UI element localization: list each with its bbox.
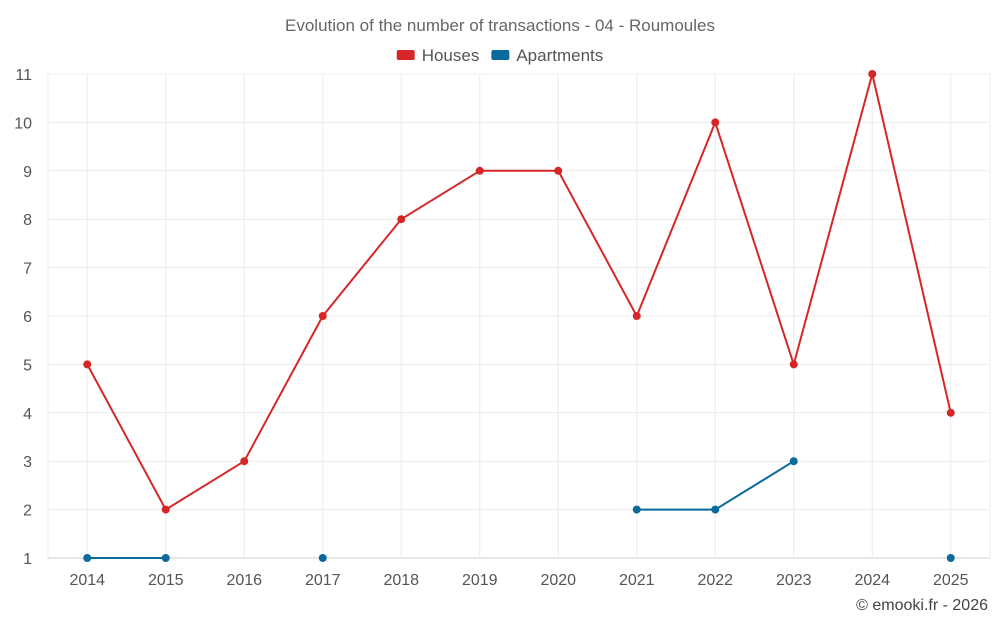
data-point[interactable] [946, 408, 955, 417]
x-tick-label: 2022 [697, 572, 733, 589]
y-tick-label: 10 [14, 115, 32, 132]
x-tick-label: 2024 [854, 572, 890, 589]
data-point[interactable] [397, 215, 406, 224]
series-apartments [83, 457, 955, 562]
y-tick-label: 11 [15, 67, 32, 84]
series-layer [83, 70, 955, 562]
data-point[interactable] [240, 457, 249, 466]
data-point[interactable] [554, 166, 563, 175]
x-tick-label: 2023 [776, 572, 812, 589]
x-tick-label: 2015 [148, 572, 184, 589]
x-tick-label: 2020 [540, 572, 576, 589]
legend: Houses Apartments [396, 46, 603, 65]
data-point[interactable] [318, 312, 327, 320]
x-tick-label: 2025 [933, 572, 969, 589]
data-point[interactable] [161, 505, 170, 514]
grid-lines [47, 73, 991, 559]
legend-swatch [491, 50, 510, 60]
y-tick-label: 8 [23, 212, 32, 229]
data-point[interactable] [789, 457, 798, 466]
data-point[interactable] [632, 312, 641, 320]
y-axis: 1 2 3 4 5 6 7 8 9 10 11 [14, 67, 32, 568]
legend-item-apartments[interactable]: Apartments [491, 46, 603, 65]
data-point[interactable] [711, 505, 720, 514]
legend-label: Apartments [516, 46, 603, 65]
data-point[interactable] [789, 360, 798, 369]
y-tick-label: 9 [23, 164, 32, 181]
x-tick-label: 2021 [619, 572, 655, 589]
data-point[interactable] [161, 554, 170, 562]
legend-item-houses[interactable]: Houses [396, 46, 480, 65]
data-point[interactable] [946, 554, 955, 562]
data-point[interactable] [83, 554, 92, 562]
y-tick-label: 6 [23, 309, 32, 326]
data-point[interactable] [475, 166, 484, 175]
y-tick-label: 4 [23, 406, 32, 423]
y-tick-label: 2 [23, 503, 32, 520]
data-point[interactable] [711, 118, 720, 127]
x-tick-label: 2017 [305, 572, 341, 589]
y-tick-label: 3 [23, 454, 32, 471]
x-tick-label: 2016 [226, 572, 262, 589]
data-point[interactable] [632, 505, 641, 514]
credit-text: © emooki.fr - 2026 [856, 597, 988, 614]
data-point[interactable] [83, 360, 92, 369]
x-tick-label: 2019 [462, 572, 498, 589]
x-axis: 2014 2015 2016 2017 2018 2019 2020 2021 2022 2023… [69, 572, 968, 589]
y-tick-label: 7 [23, 261, 32, 278]
legend-swatch [396, 50, 415, 60]
x-tick-label: 2018 [383, 572, 419, 589]
y-tick-label: 5 [23, 357, 32, 374]
series-line [86, 73, 952, 511]
x-tick-label: 2014 [69, 572, 105, 589]
data-point[interactable] [318, 554, 327, 562]
chart-title: Evolution of the number of transactions … [285, 16, 715, 35]
data-point[interactable] [868, 70, 877, 78]
series-houses [83, 70, 955, 514]
y-tick-label: 1 [23, 551, 32, 568]
legend-label: Houses [422, 46, 480, 65]
